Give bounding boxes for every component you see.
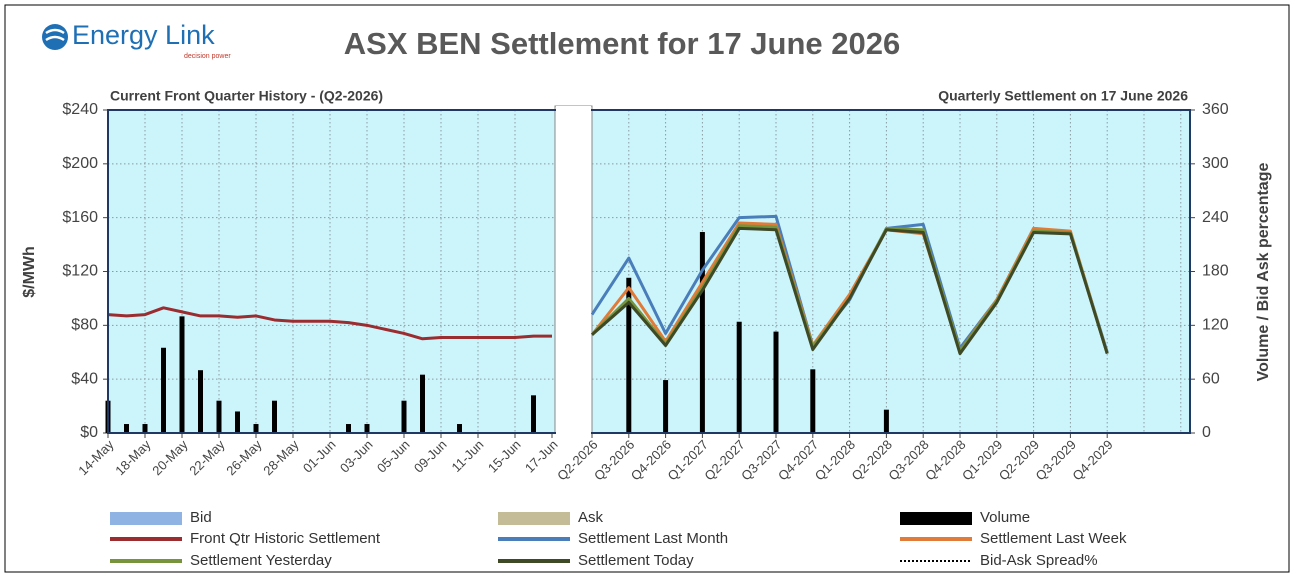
y2-tick-label: 360	[1202, 101, 1229, 118]
bar	[531, 395, 536, 433]
legend-label: Front Qtr Historic Settlement	[190, 530, 381, 547]
legend-swatch	[110, 512, 182, 525]
legend-swatch	[900, 512, 972, 525]
logo-text: Energy Link	[72, 20, 215, 50]
y2-tick-label: 240	[1202, 209, 1229, 226]
bar	[346, 424, 351, 433]
y2-tick-label: 120	[1202, 317, 1229, 334]
bar	[420, 374, 425, 433]
legend-swatch	[498, 512, 570, 525]
subtitle-right: Quarterly Settlement on 17 June 2026	[938, 88, 1188, 104]
bar	[161, 347, 166, 433]
logo-icon-waves	[45, 28, 65, 42]
bar	[699, 232, 705, 433]
legend-label: Bid-Ask Spread%	[980, 552, 1098, 569]
y-tick-label: $240	[62, 101, 98, 118]
y2-tick-label: 0	[1202, 424, 1211, 441]
bar	[626, 277, 632, 433]
y2-tick-label: 300	[1202, 155, 1229, 172]
bar	[142, 424, 148, 433]
legend-label: Bid	[190, 509, 212, 526]
bar	[198, 370, 203, 433]
plot-border	[107, 109, 1191, 434]
legend-label: Settlement Today	[578, 552, 694, 569]
legend-label: Settlement Last Week	[980, 530, 1127, 547]
bar	[810, 369, 816, 433]
bar	[663, 380, 669, 433]
bar	[773, 331, 779, 433]
bar	[253, 424, 259, 433]
y-tick-label: $40	[71, 370, 98, 387]
y-tick-label: $200	[62, 155, 98, 172]
bar	[124, 424, 129, 433]
plot-gap-cover	[556, 106, 591, 437]
legend-label: Settlement Yesterday	[190, 552, 332, 569]
legend-label: Volume	[980, 509, 1030, 526]
legend-label: Settlement Last Month	[578, 530, 728, 547]
bar	[364, 424, 370, 433]
bar	[272, 400, 277, 433]
y-tick-label: $0	[80, 424, 98, 441]
line	[591, 226, 1109, 356]
y-tick-label: $120	[62, 263, 98, 280]
y-tick-label: $160	[62, 209, 98, 226]
line	[107, 306, 552, 341]
legend-label: Ask	[578, 509, 604, 526]
bar	[457, 424, 462, 433]
logo-tagline: decision power	[184, 53, 231, 60]
bar	[401, 400, 407, 433]
bar	[736, 321, 742, 433]
chart-title: ASX BEN Settlement for 17 June 2026	[344, 26, 900, 61]
y2-tick-label: 60	[1202, 370, 1220, 387]
y2-axis-label: Volume / Bid Ask percentage	[1255, 163, 1272, 382]
bar	[883, 409, 889, 433]
y2-tick-label: 180	[1202, 263, 1229, 280]
subtitle-left: Current Front Quarter History - (Q2-2026…	[110, 88, 383, 104]
bar	[235, 411, 240, 433]
y-axis-label: $/MWh	[21, 246, 38, 298]
bar	[179, 316, 185, 433]
y-tick-label: $80	[71, 317, 98, 334]
bar	[216, 400, 222, 433]
